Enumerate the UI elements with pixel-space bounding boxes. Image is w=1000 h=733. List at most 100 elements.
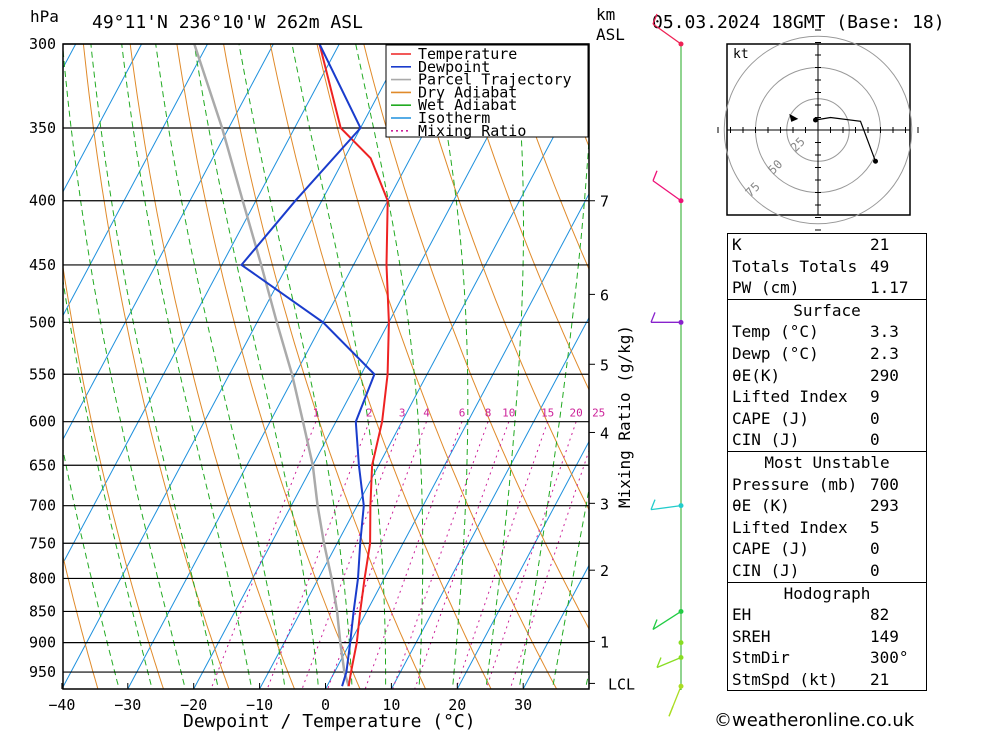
- mixing-ratio-axis-label: Mixing Ratio (g/kg): [615, 325, 634, 508]
- legend-entry: Parcel Trajectory: [418, 71, 572, 89]
- hodograph-unit-label: kt: [733, 47, 749, 62]
- km-tick-label: 6: [600, 286, 609, 304]
- isotherm-line: [63, 44, 208, 317]
- wind-barb: [652, 180, 682, 202]
- index-row: StmDir 300°: [728, 647, 926, 669]
- section-title: Most Unstable: [764, 452, 890, 472]
- mixing-ratio-line: [392, 421, 489, 689]
- legend-entry: Isotherm: [418, 109, 490, 127]
- index-row: EH 82: [728, 604, 926, 626]
- mixing-ratio-line: [364, 421, 463, 689]
- index-value: 82: [870, 605, 890, 625]
- index-value: 293: [870, 496, 899, 516]
- index-label: CAPE (J): [732, 408, 810, 428]
- wind-barb-flag: [656, 657, 662, 668]
- temperature-line: [318, 44, 390, 687]
- wind-barb-flag: [652, 170, 658, 181]
- pressure-tick-label: 400: [29, 192, 56, 210]
- index-row: Dewp (°C) 2.3: [728, 343, 926, 365]
- index-label: EH: [732, 605, 752, 625]
- index-value: 0: [870, 430, 880, 450]
- wet-adiabat-line: [63, 44, 186, 689]
- index-label: StmDir: [732, 648, 790, 668]
- x-tick-label: 20: [448, 696, 466, 714]
- index-value: 21: [870, 235, 890, 254]
- mixing-ratio-line: [301, 421, 403, 689]
- dry-adiabat-line: [129, 44, 295, 689]
- hodograph-start-dot: [813, 117, 818, 123]
- parcel-trajectory-line: [193, 44, 350, 687]
- isotherm-line: [0, 44, 10, 689]
- x-tick-label: 0: [321, 696, 330, 714]
- index-label: SREH: [732, 626, 771, 646]
- pressure-tick-label: 800: [29, 569, 56, 587]
- section-title: Surface: [793, 300, 861, 320]
- index-label: Dewp (°C): [732, 343, 819, 363]
- most-unstable-section: Most Unstable Pressure (mb) 700 θE (K) 293 L…: [727, 451, 927, 583]
- dry-adiabat-line: [410, 44, 589, 511]
- pressure-tick-label: 300: [29, 35, 56, 53]
- km-tick-label: 7: [600, 193, 609, 211]
- legend-entry: Wet Adiabat: [418, 96, 517, 114]
- pressure-tick-label: 350: [29, 119, 56, 137]
- asl-label: ASL: [596, 25, 625, 44]
- wet-adiabat-line: [63, 447, 120, 689]
- index-row: Temp (°C) 3.3: [728, 321, 926, 343]
- wet-adiabat-line: [63, 278, 153, 689]
- index-label: CIN (J): [732, 430, 800, 450]
- dry-adiabat-line: [63, 264, 164, 689]
- pressure-tick-label: 950: [29, 663, 56, 681]
- index-row: Totals Totals 49: [728, 256, 926, 278]
- pressure-tick-label: 700: [29, 497, 56, 515]
- pressure-tick-label: 650: [29, 456, 56, 474]
- surface-section: Surface Temp (°C) 3.3 Dewp (°C) 2.3 θE(K) 290…: [727, 299, 927, 452]
- hpa-label: hPa: [30, 7, 59, 26]
- index-value: 149: [870, 626, 899, 646]
- index-value: 21: [870, 669, 890, 689]
- wet-adiabat-line: [355, 44, 424, 689]
- wind-barb-flag: [650, 499, 656, 510]
- index-row: StmSpd (kt) 21: [728, 669, 926, 691]
- km-tick-label: 5: [600, 356, 609, 374]
- dry-adiabat-line: [924, 44, 1000, 689]
- x-axis-label: Dewpoint / Temperature (°C): [183, 711, 476, 732]
- section-title: Hodograph: [783, 583, 871, 603]
- index-value: 290: [870, 365, 899, 385]
- dry-adiabat-line: [63, 554, 99, 689]
- index-value: 3.3: [870, 322, 899, 342]
- index-label: Totals Totals: [732, 256, 858, 276]
- wet-adiabat-line: [430, 44, 469, 689]
- location-title: 49°11'N 236°10'W 262m ASL: [92, 12, 363, 33]
- pressure-tick-label: 900: [29, 634, 56, 652]
- hodograph-end-dot: [873, 158, 878, 164]
- index-value: 1.17: [870, 278, 909, 298]
- dewpoint-line: [240, 44, 376, 687]
- legend-entry: Dry Adiabat: [418, 83, 517, 101]
- legend-entry: Mixing Ratio: [418, 122, 526, 140]
- datetime-title: 05.03.2024 18GMT (Base: 18): [652, 12, 945, 33]
- index-value: 5: [870, 517, 880, 537]
- indices-section: K 21 Totals Totals 49 PW (cm) 1.17: [727, 233, 927, 300]
- dry-adiabat-line: [971, 44, 1000, 689]
- index-value: 0: [870, 408, 880, 428]
- dry-adiabat-line: [176, 44, 361, 689]
- index-label: θE(K): [732, 365, 781, 385]
- x-tick-label: −20: [180, 696, 207, 714]
- index-label: CAPE (J): [732, 539, 810, 559]
- wind-barb-flag: [668, 705, 674, 717]
- wet-adiabat-line: [518, 131, 589, 689]
- credit-link[interactable]: ©weatheronline.co.uk: [714, 710, 915, 731]
- km-tick-label: 3: [600, 495, 609, 513]
- x-tick-label: −10: [246, 696, 273, 714]
- wet-adiabat-line: [193, 44, 320, 689]
- mixing-ratio-label: 25: [592, 407, 605, 420]
- wet-adiabat-line: [485, 44, 524, 689]
- hodograph-section: Hodograph EH 82 SREH 149 StmDir 300° StmSpd (k…: [727, 582, 927, 692]
- index-row: Pressure (mb) 700: [728, 474, 926, 496]
- km-tick-label: 4: [600, 424, 609, 442]
- isotherm-line: [522, 564, 589, 689]
- hodograph-trace: [815, 116, 877, 162]
- storm-motion-arrow: [789, 113, 799, 122]
- mixing-ratio-label: 20: [569, 407, 582, 420]
